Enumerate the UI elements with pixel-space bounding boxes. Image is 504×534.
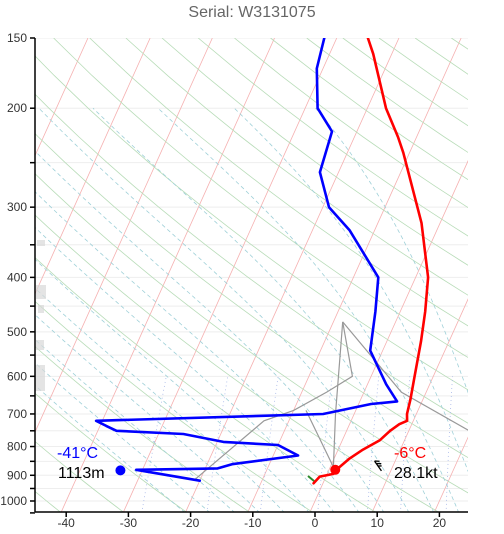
surface-wind-tick <box>307 475 315 482</box>
parcel-path-line <box>305 410 334 468</box>
parcel-path-line <box>332 321 344 468</box>
dry-adiabat-line <box>125 38 468 296</box>
dry-adiabat-line <box>306 38 468 153</box>
isotherm-line <box>496 38 504 513</box>
mixing-ratio-line <box>206 376 229 512</box>
temperature-readout: -6°C <box>394 445 426 462</box>
isotherm-line <box>434 436 468 512</box>
wind-speed-readout: 28.1kt <box>394 465 438 482</box>
temperature-profile-line <box>312 38 430 485</box>
dry-adiabat-line <box>35 257 377 512</box>
mixing-ratio-line <box>487 376 491 513</box>
height-readout: 1113m <box>58 465 105 482</box>
y-tick-label: 800 <box>7 440 27 454</box>
mixing-ratio-line <box>366 376 380 512</box>
moist-adiabat-line <box>38 107 410 512</box>
dry-adiabat-line <box>35 300 313 512</box>
isotherm-line <box>35 38 89 157</box>
moist-adiabat-line <box>35 150 385 512</box>
moist-adiabat-line <box>35 287 285 512</box>
x-tick-label: -40 <box>58 516 76 530</box>
y-tick-label: 400 <box>7 270 27 284</box>
dry-adiabat-line <box>35 55 468 391</box>
dry-adiabat-line <box>161 38 468 266</box>
x-tick-label: 20 <box>433 516 447 530</box>
moist-adiabat-line <box>157 107 459 512</box>
dry-adiabat-line <box>451 38 468 50</box>
isotherm-line <box>371 298 468 512</box>
y-tick-label: 700 <box>7 407 27 421</box>
y-tick-label: 500 <box>7 325 27 339</box>
dewpoint-surface-marker <box>115 465 126 476</box>
dry-adiabat-line <box>53 38 468 358</box>
y-tick-label: 1000 <box>0 494 27 508</box>
side-shading <box>36 285 46 299</box>
moist-adiabat-line <box>35 314 260 512</box>
isotherm-line <box>309 160 468 512</box>
mixing-ratio-line <box>259 376 279 512</box>
isotherm-line <box>185 38 400 512</box>
dewpoint-profile-line <box>94 38 399 483</box>
moist-adiabat-line <box>35 191 360 512</box>
dry-adiabat-line <box>35 440 124 512</box>
dry-adiabat-line <box>35 345 250 512</box>
y-tick-label: 300 <box>7 200 27 214</box>
dry-adiabat-line <box>35 214 440 512</box>
dry-adiabat-line <box>234 38 468 209</box>
dry-adiabat-line <box>487 38 504 513</box>
isotherm-line <box>60 38 275 512</box>
wind-barb-flag <box>374 460 380 462</box>
side-shading <box>36 340 44 350</box>
parcel-path-line <box>193 321 354 482</box>
chart-title: Serial: W3131075 <box>188 4 316 21</box>
y-tick-label: 200 <box>7 101 27 115</box>
wind-barb-icon <box>374 460 382 472</box>
side-shading <box>38 305 44 313</box>
plot-area <box>35 38 504 513</box>
parcel-path-line <box>342 321 468 431</box>
y-tick-label: 600 <box>7 369 27 383</box>
side-shading <box>37 240 45 246</box>
dry-adiabat-line <box>35 173 468 494</box>
moist-adiabat-line <box>35 226 335 512</box>
y-tick-label: 150 <box>7 31 27 45</box>
x-tick-label: 0 <box>312 516 319 530</box>
x-tick-label: -20 <box>182 516 200 530</box>
isotherm-line <box>247 38 462 512</box>
isotherm-line <box>35 38 213 434</box>
wind-barb-flag <box>377 465 382 467</box>
dry-adiabat-line <box>197 38 468 237</box>
x-tick-label: 10 <box>371 516 385 530</box>
moist-adiabat-line <box>35 384 185 512</box>
mixing-ratio-line <box>317 376 333 512</box>
y-tick-label: 900 <box>7 468 27 482</box>
dry-adiabat-line <box>35 93 468 424</box>
moist-adiabat-line <box>315 107 468 394</box>
isotherm-line <box>35 38 151 295</box>
wind-barb-flag <box>376 462 382 465</box>
moist-adiabat-line <box>35 362 210 512</box>
dry-adiabat-line <box>35 392 187 512</box>
mixing-ratio-line <box>400 376 411 512</box>
dry-adiabat-line <box>89 38 468 327</box>
x-tick-label: -30 <box>120 516 138 530</box>
dewpoint-readout: -41°C <box>57 445 98 462</box>
side-shading <box>35 365 45 391</box>
temperature-surface-marker <box>330 464 341 475</box>
moist-adiabat-line <box>234 107 468 473</box>
moist-adiabat-line <box>35 258 310 512</box>
x-tick-label: -10 <box>244 516 262 530</box>
